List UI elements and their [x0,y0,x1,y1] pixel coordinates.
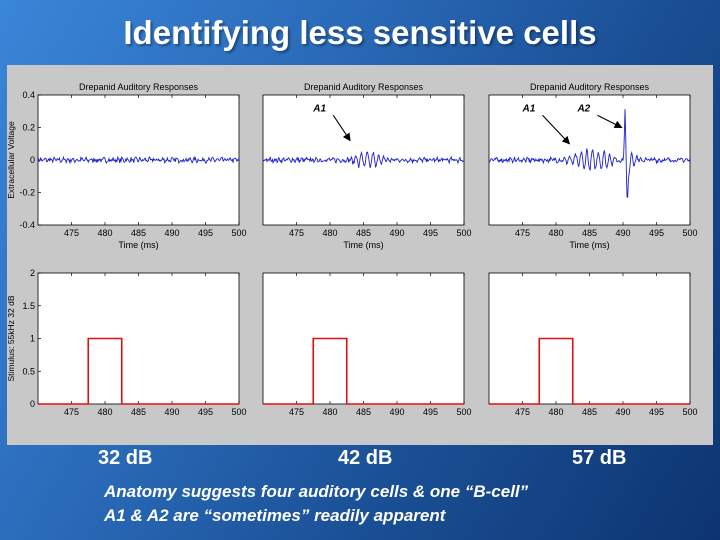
x-tick-label: 500 [231,228,246,238]
y-tick-label: -0.2 [19,188,35,198]
x-tick-label: 480 [548,407,563,417]
x-tick-label: 475 [64,228,79,238]
x-tick-label: 475 [64,407,79,417]
annotation-arrow [542,114,571,145]
x-tick-label: 475 [515,407,530,417]
y-tick-label: 0 [30,155,35,165]
x-axis-label: Time (ms) [569,240,609,250]
annotation-label: A1 [522,103,536,114]
y-tick-label: 1.5 [22,301,35,311]
y-tick-label: 2 [30,268,35,278]
x-axis-label: Time (ms) [118,240,158,250]
x-tick-label: 475 [289,407,304,417]
panel-stimulus-57dB: 475 480 485 490 495 500 [488,272,698,417]
x-tick-label: 485 [356,228,371,238]
x-tick-label: 475 [289,228,304,238]
db-label-57: 57 dB [572,447,627,469]
x-tick-label: 495 [198,407,213,417]
annotation-arrow [597,114,623,128]
y-axis-label: Stimulus: 55kHz 32 dB [7,295,16,381]
x-tick-label: 495 [423,407,438,417]
x-tick-label: 495 [423,228,438,238]
chart-figure: Drepanid Auditory Responses Time (ms) Extr… [7,82,698,417]
x-tick-label: 480 [322,228,337,238]
panel-stimulus-42dB: 475 480 485 490 495 500 [262,272,472,417]
x-tick-label: 485 [131,228,146,238]
axes-box [37,272,240,405]
x-tick-label: 500 [456,228,471,238]
voltage-trace [37,155,240,165]
axes-box [488,272,691,405]
x-tick-label: 480 [548,228,563,238]
annotation-arrow [332,114,351,142]
y-tick-label: 0.5 [22,366,35,376]
voltage-trace [488,109,691,198]
x-tick-label: 485 [582,228,597,238]
annotation-label: A2 [576,103,590,114]
x-tick-label: 490 [615,228,630,238]
panel-voltage-32dB: Drepanid Auditory Responses Time (ms) Extr… [7,82,247,250]
panel-title: Drepanid Auditory Responses [304,82,424,92]
db-label-32: 32 dB [98,447,153,469]
note-apparent: A1 & A2 are “sometimes” readily apparent [104,506,446,525]
x-tick-label: 485 [582,407,597,417]
x-tick-label: 480 [97,407,112,417]
panel-stimulus-32dB: Stimulus: 55kHz 32 dB 475 480 485 490 495 500 2… [7,268,247,417]
x-tick-label: 500 [456,407,471,417]
x-tick-label: 490 [389,228,404,238]
figure-panel: Drepanid Auditory Responses Time (ms) Extr… [7,65,713,445]
x-tick-label: 500 [231,407,246,417]
note-anatomy: Anatomy suggests four auditory cells & o… [104,482,529,501]
panel-title: Drepanid Auditory Responses [79,82,199,92]
y-tick-label: -0.4 [19,220,35,230]
y-tick-label: 0.4 [22,90,35,100]
voltage-trace [262,150,465,169]
stimulus-trace [263,337,464,405]
x-tick-label: 475 [515,228,530,238]
x-tick-label: 480 [322,407,337,417]
x-tick-label: 485 [356,407,371,417]
y-axis-label: Extracellular Voltage [7,121,16,199]
panel-title: Drepanid Auditory Responses [530,82,650,92]
x-axis-label: Time (ms) [343,240,383,250]
stimulus-trace [489,337,690,405]
panel-voltage-42dB: Drepanid Auditory Responses Time (ms) 475 4… [262,82,472,250]
x-tick-label: 500 [682,407,697,417]
x-tick-label: 490 [615,407,630,417]
x-tick-label: 490 [389,407,404,417]
x-tick-label: 495 [649,228,664,238]
x-tick-label: 495 [649,407,664,417]
x-tick-label: 495 [198,228,213,238]
y-tick-label: 0.2 [22,123,35,133]
axes-box [262,272,465,405]
db-label-42: 42 dB [338,447,393,469]
x-tick-label: 500 [682,228,697,238]
y-tick-label: 1 [30,334,35,344]
stimulus-trace [38,337,239,405]
x-tick-label: 490 [164,228,179,238]
annotation-label: A1 [312,103,326,114]
y-tick-label: 0 [30,399,35,409]
slide-title: Identifying less sensitive cells [123,14,597,51]
panel-voltage-57dB: Drepanid Auditory Responses Time (ms) 475 4… [488,82,698,250]
x-tick-label: 485 [131,407,146,417]
x-tick-label: 490 [164,407,179,417]
x-tick-label: 480 [97,228,112,238]
